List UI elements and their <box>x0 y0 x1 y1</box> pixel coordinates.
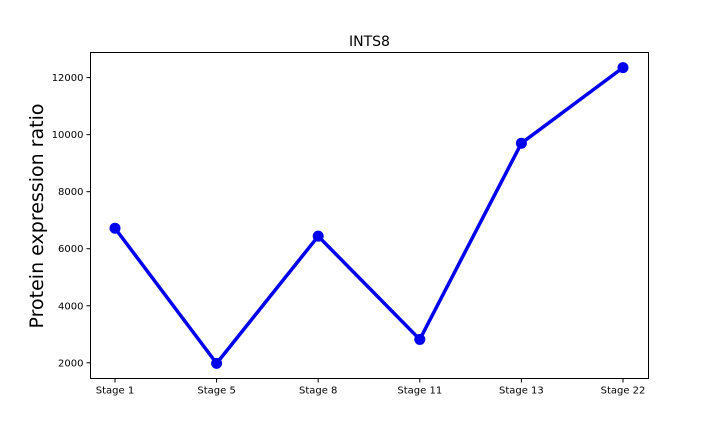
x-tick-label-5: Stage 13 <box>499 386 544 397</box>
x-tick-label-6: Stage 22 <box>601 386 646 397</box>
y-tick-label-8000: 8000 <box>58 187 83 198</box>
x-tick-label-4: Stage 11 <box>397 386 442 397</box>
data-point-stage-1 <box>109 222 121 234</box>
data-point-stage-22 <box>617 62 629 74</box>
plot-area: 2000 4000 6000 8000 10000 12000 Stage 1 Stage 5… <box>52 62 646 397</box>
y-tick-label-2000: 2000 <box>58 358 83 369</box>
data-point-stage-13 <box>515 137 527 149</box>
x-tick-label-1: Stage 1 <box>96 386 134 397</box>
data-point-stage-8 <box>312 230 324 242</box>
series-line-1 <box>113 65 625 366</box>
y-tick-label-6000: 6000 <box>58 244 83 255</box>
x-tick-label-2: Stage 5 <box>197 386 235 397</box>
axes-frame <box>90 52 649 379</box>
chart-title: INTS8 <box>349 34 390 50</box>
x-tick-label-3: Stage 8 <box>299 386 337 397</box>
y-tick-label-12000: 12000 <box>52 73 84 84</box>
data-point-stage-5 <box>211 357 223 369</box>
y-tick-label-4000: 4000 <box>58 301 83 312</box>
data-point-stage-11 <box>414 333 426 345</box>
y-tick-label-10000: 10000 <box>52 130 84 141</box>
y-axis-label: Protein expression ratio <box>26 104 48 329</box>
